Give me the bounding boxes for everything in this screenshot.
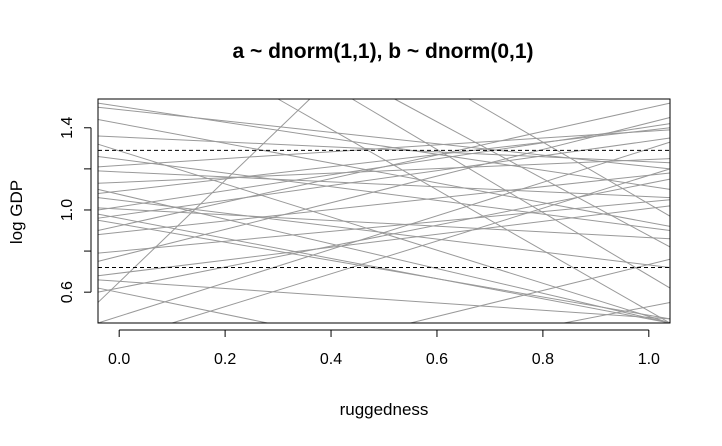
x-axis: 0.0 0.2 0.4 0.6 0.8 1.0: [108, 329, 660, 368]
prior-line-21: [97, 117, 671, 262]
prior-line-30: [468, 98, 671, 217]
prior-line-10: [97, 207, 671, 240]
x-tick-label: 1.0: [638, 351, 660, 368]
prior-line-4: [97, 137, 671, 219]
y-tick-label: 1.4: [59, 117, 76, 139]
prior-line-29: [394, 98, 671, 248]
prior-line-24: [97, 197, 671, 269]
prior-line-15: [97, 143, 671, 324]
prior-line-31: [97, 98, 311, 303]
y-axis-label: log GDP: [7, 180, 26, 244]
y-tick-label: 1.0: [59, 199, 76, 221]
x-tick-label: 0.8: [532, 351, 554, 368]
prior-line-7: [97, 205, 671, 277]
y-axis: 0.6 1.0 1.4: [59, 117, 92, 303]
prior-line-25: [97, 279, 671, 320]
prior-line-8: [97, 135, 671, 164]
prior-line-17: [97, 213, 671, 324]
prior-line-9: [97, 170, 671, 199]
reference-lines: [98, 149, 670, 269]
plot-frame: [97, 98, 671, 324]
prior-line-12: [97, 156, 671, 232]
prior-line-11: [97, 178, 671, 293]
chart-title: a ~ dnorm(1,1), b ~ dnorm(0,1): [232, 40, 533, 63]
y-tick-label: 0.6: [59, 281, 76, 303]
prior-line-14: [97, 119, 671, 227]
prior-line-34: [410, 258, 671, 324]
x-tick-label: 0.6: [426, 351, 448, 368]
prior-line-5: [97, 172, 671, 236]
prior-line-19: [97, 129, 671, 168]
prior-line-22: [97, 102, 671, 232]
prior-line-27: [277, 98, 671, 324]
prior-line-2: [97, 127, 671, 195]
prior-line-23: [97, 106, 671, 170]
x-tick-label: 0.0: [108, 351, 130, 368]
prior-line-18: [97, 219, 671, 320]
prior-line-28: [351, 98, 671, 289]
series-layer: [97, 98, 671, 324]
x-axis-label: ruggedness: [340, 400, 429, 419]
prior-line-33: [563, 301, 671, 324]
x-tick-label: 0.2: [214, 351, 236, 368]
prior-line-32: [97, 287, 268, 324]
prior-line-16: [97, 188, 671, 324]
x-tick-label: 0.4: [320, 351, 342, 368]
prior-line-3: [97, 158, 671, 184]
prior-line-26: [172, 168, 671, 324]
